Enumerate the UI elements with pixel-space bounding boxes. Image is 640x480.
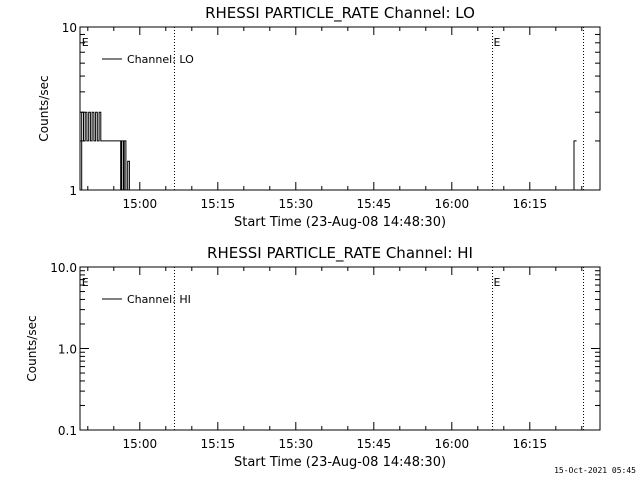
- chart-panel-1: RHESSI PARTICLE_RATE Channel: LO 1 10 15:00…: [37, 4, 601, 230]
- x-tick-label: 15:15: [201, 437, 236, 451]
- x-tick-label: 15:30: [279, 197, 314, 211]
- y-tick-label: 1: [69, 184, 77, 198]
- x-tick-label: 15:45: [357, 437, 392, 451]
- x-tick-label: 15:00: [123, 437, 158, 451]
- x-tick-label: 15:00: [123, 197, 158, 211]
- plot-frame: [79, 266, 601, 431]
- y-tick-label: 0.1: [58, 424, 77, 438]
- y-axis-label: Counts/sec: [37, 75, 51, 141]
- x-axis-label: Start Time (23-Aug-08 14:48:30): [234, 455, 446, 470]
- footer-timestamp: 15-Oct-2021 05:45: [554, 466, 636, 475]
- event-marker-label: E: [494, 276, 501, 289]
- x-tick-label: 15:15: [201, 197, 236, 211]
- x-tick-label: 16:15: [513, 197, 548, 211]
- legend-label: Channel: LO: [127, 53, 194, 66]
- x-tick-label: 16:00: [435, 437, 470, 451]
- x-tick-label: 15:45: [357, 197, 392, 211]
- y-tick-label: 1.0: [58, 343, 77, 357]
- y-tick-label: 10.0: [50, 261, 77, 275]
- x-tick-label: 16:00: [435, 197, 470, 211]
- x-tick-label: 15:30: [279, 437, 314, 451]
- series-line-2: [572, 140, 577, 191]
- event-marker-label: E: [82, 36, 89, 49]
- event-marker-label: E: [494, 36, 501, 49]
- legend-label: Channel: HI: [127, 293, 191, 306]
- y-tick-label: 10: [62, 21, 77, 35]
- chart-panel-2: RHESSI PARTICLE_RATE Channel: HI 0.1 1.0 10…: [25, 244, 601, 470]
- event-marker-label: E: [82, 276, 89, 289]
- x-axis-label: Start Time (23-Aug-08 14:48:30): [234, 215, 446, 230]
- series-line-1: [80, 111, 130, 191]
- chart-title: RHESSI PARTICLE_RATE Channel: LO: [205, 4, 475, 23]
- x-tick-label: 16:15: [513, 437, 548, 451]
- y-axis-label: Counts/sec: [25, 315, 39, 381]
- chart-title: RHESSI PARTICLE_RATE Channel: HI: [207, 244, 473, 263]
- plot-frame: [79, 26, 601, 191]
